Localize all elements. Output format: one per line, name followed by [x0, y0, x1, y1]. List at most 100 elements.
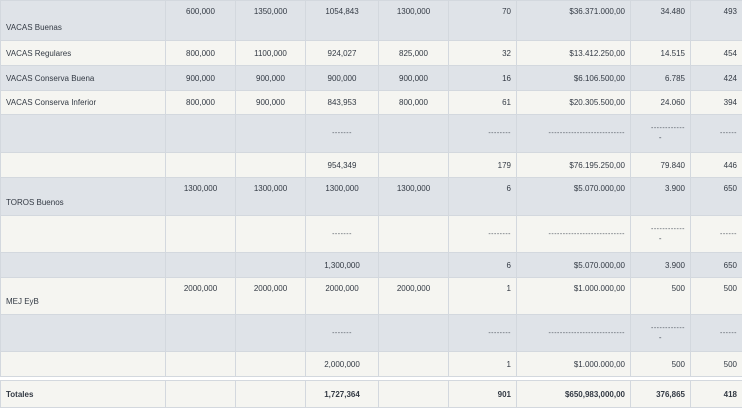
table-row: VACAS Buenas 600,000 1350,000 1054,843 1… — [0, 0, 742, 41]
subtotal-row: 1,300,000 6 $5.070.000,00 3.900 650 — [0, 252, 742, 278]
cell: 16 — [448, 65, 517, 91]
subtotal-row: 954,349 179 $76.195.250,00 79.840 446 — [0, 152, 742, 178]
cell: 2000,000 — [165, 277, 236, 315]
cell: 3.900 — [630, 252, 691, 278]
cell: 6 — [448, 252, 517, 278]
cell: 3.900 — [630, 177, 691, 216]
cell: 418 — [690, 380, 742, 408]
cell: 500 — [690, 351, 742, 377]
table-row: VACAS Regulares 800,000 1100,000 924,027… — [0, 40, 742, 66]
cell: 900,000 — [165, 65, 236, 91]
row-label: TOROS Buenos — [0, 177, 166, 216]
separator-minus: - — [658, 133, 663, 142]
cell: 800,000 — [378, 90, 449, 115]
separator-dashes: --------------------------- — [516, 114, 631, 153]
separator-dashes: ------- — [305, 314, 379, 352]
cell: 454 — [690, 40, 742, 66]
separator-dashes: -------- — [448, 215, 517, 253]
cell: 2000,000 — [235, 277, 306, 315]
separator-dashes: --------------------------- — [516, 215, 631, 253]
cell: 1100,000 — [235, 40, 306, 66]
cell: 900,000 — [305, 65, 379, 91]
cell: $650,983,000,00 — [516, 380, 631, 408]
cell: $5.070.000,00 — [516, 177, 631, 216]
cell: 376,865 — [630, 380, 691, 408]
cell: 493 — [690, 0, 742, 41]
cell: 24.060 — [630, 90, 691, 115]
cell: 179 — [448, 152, 517, 178]
cell: 6.785 — [630, 65, 691, 91]
cell: $1.000.000,00 — [516, 277, 631, 315]
cell: 901 — [448, 380, 517, 408]
cell: 800,000 — [165, 40, 236, 66]
totals-row: Totales 1,727,364 901 $650,983,000,00 37… — [0, 380, 742, 408]
separator-dashes: -------- — [448, 314, 517, 352]
cell: 1,300,000 — [305, 252, 379, 278]
row-label: VACAS Regulares — [0, 40, 166, 66]
cell: 1300,000 — [378, 177, 449, 216]
cell: 650 — [690, 252, 742, 278]
separator-dashes: ------------ - — [630, 314, 691, 352]
cell: 70 — [448, 0, 517, 41]
separator-dashes: ------- — [305, 215, 379, 253]
cell: $13.412.250,00 — [516, 40, 631, 66]
cell: 900,000 — [235, 65, 306, 91]
row-label: MEJ EyB — [0, 277, 166, 315]
cell: 650 — [690, 177, 742, 216]
separator-minus: - — [658, 233, 663, 243]
separator-dashes: -------- — [448, 114, 517, 153]
separator-row: ------- -------- -----------------------… — [0, 314, 742, 352]
totals-label: Totales — [0, 380, 166, 408]
cell: 446 — [690, 152, 742, 178]
cell: 1300,000 — [305, 177, 379, 216]
separator-dashes: ------ — [690, 114, 742, 153]
cell: 1 — [448, 351, 517, 377]
cell: 800,000 — [165, 90, 236, 115]
cell: $1.000.000,00 — [516, 351, 631, 377]
cell: 2,000,000 — [305, 351, 379, 377]
cell: 500 — [630, 277, 691, 315]
cell: 32 — [448, 40, 517, 66]
cell: 1300,000 — [165, 177, 236, 216]
cell: $20.305.500,00 — [516, 90, 631, 115]
cell: 1350,000 — [235, 0, 306, 41]
cell: 600,000 — [165, 0, 236, 41]
cell: $76.195.250,00 — [516, 152, 631, 178]
row-label: VACAS Conserva Buena — [0, 65, 166, 91]
separator-row: ------- -------- -----------------------… — [0, 114, 742, 153]
cell: 2000,000 — [378, 277, 449, 315]
cell: 900,000 — [378, 65, 449, 91]
table-row: VACAS Conserva Inferior 800,000 900,000 … — [0, 90, 742, 115]
separator-dashes: ------ — [690, 215, 742, 253]
cell: 924,027 — [305, 40, 379, 66]
cell: $5.070.000,00 — [516, 252, 631, 278]
cell: $6.106.500,00 — [516, 65, 631, 91]
table-row: TOROS Buenos 1300,000 1300,000 1300,000 … — [0, 177, 742, 216]
cell: 500 — [690, 277, 742, 315]
cell: 954,349 — [305, 152, 379, 178]
separator-row: ------- -------- -----------------------… — [0, 215, 742, 253]
cell: 34.480 — [630, 0, 691, 41]
cell: 825,000 — [378, 40, 449, 66]
row-label: VACAS Conserva Inferior — [0, 90, 166, 115]
separator-dashes: ------- — [305, 114, 379, 153]
cell: $36.371.000,00 — [516, 0, 631, 41]
cell: 1300,000 — [378, 0, 449, 41]
table-row: VACAS Conserva Buena 900,000 900,000 900… — [0, 65, 742, 91]
cell: 61 — [448, 90, 517, 115]
subtotal-row: 2,000,000 1 $1.000.000,00 500 500 — [0, 351, 742, 377]
separator-dashes: ------ — [690, 314, 742, 352]
separator-minus: - — [658, 332, 663, 342]
cell: 1054,843 — [305, 0, 379, 41]
cell: 900,000 — [235, 90, 306, 115]
separator-dashes: ------------ - — [630, 215, 691, 253]
separator-dashes: ------------ - — [630, 114, 691, 153]
cell: 394 — [690, 90, 742, 115]
cell: 843,953 — [305, 90, 379, 115]
cell: 1300,000 — [235, 177, 306, 216]
cell: 79.840 — [630, 152, 691, 178]
cell: 500 — [630, 351, 691, 377]
cell: 6 — [448, 177, 517, 216]
separator-dashes: --------------------------- — [516, 314, 631, 352]
